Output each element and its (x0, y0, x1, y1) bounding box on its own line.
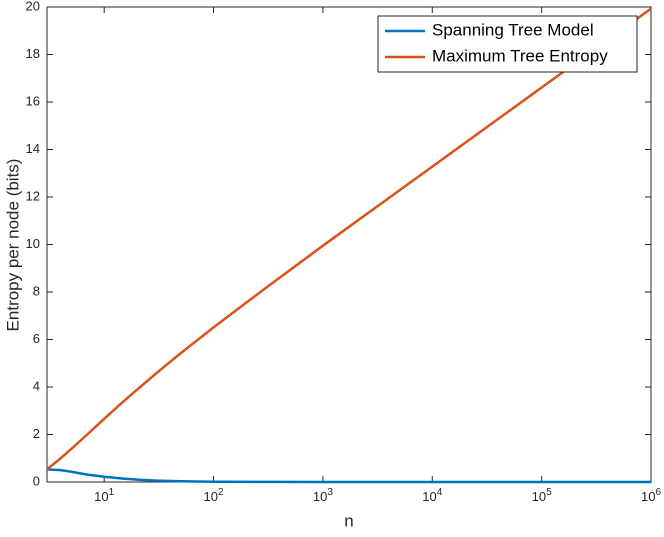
y-tick-label: 12 (26, 188, 40, 203)
y-tick-label: 10 (26, 236, 40, 251)
x-tick-label: 102 (204, 487, 224, 505)
legend-label: Maximum Tree Entropy (432, 46, 608, 65)
x-tick-exponent: 6 (655, 487, 661, 498)
series-line (46, 468, 651, 484)
x-tick-label: 103 (313, 487, 333, 505)
x-tick-exponent: 3 (327, 487, 333, 498)
x-tick-base: 10 (313, 489, 327, 504)
y-tick-label: 6 (33, 331, 40, 346)
y-tick-label: 20 (26, 0, 40, 13)
x-tick-exponent: 2 (218, 487, 224, 498)
x-tick-label: 106 (641, 487, 661, 505)
x-tick-label: 101 (94, 487, 114, 505)
x-tick-exponent: 5 (546, 487, 552, 498)
y-tick-label: 16 (26, 93, 40, 108)
x-tick-exponent: 4 (437, 487, 443, 498)
x-tick-label: 104 (422, 487, 442, 505)
y-tick-label: 14 (26, 141, 40, 156)
x-tick-base: 10 (204, 489, 218, 504)
x-tick-base: 10 (422, 489, 436, 504)
y-tick-label: 8 (33, 283, 40, 298)
legend-box (377, 15, 638, 73)
x-tick-base: 10 (532, 489, 546, 504)
x-tick-base: 10 (94, 489, 108, 504)
x-tick-label: 105 (532, 487, 552, 505)
legend-label: Spanning Tree Model (432, 20, 594, 39)
y-tick-label: 4 (33, 378, 40, 393)
x-tick-exponent: 1 (109, 487, 115, 498)
x-axis-label: n (344, 511, 353, 530)
y-tick-label: 18 (26, 46, 40, 61)
y-tick-label: 2 (33, 426, 40, 441)
series-line (46, 7, 652, 471)
x-tick-base: 10 (641, 489, 655, 504)
y-tick-label: 0 (33, 473, 40, 488)
plot-area (46, 6, 652, 483)
y-axis-label: Entropy per node (bits) (3, 159, 22, 332)
